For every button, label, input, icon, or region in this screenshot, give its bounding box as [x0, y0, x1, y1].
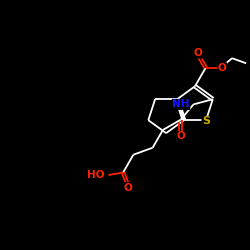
Text: O: O [194, 48, 202, 58]
Text: O: O [124, 183, 132, 193]
Text: HO: HO [87, 170, 104, 180]
Text: O: O [218, 63, 227, 73]
Text: S: S [202, 116, 210, 126]
Text: O: O [176, 132, 185, 141]
Text: NH: NH [172, 100, 190, 110]
